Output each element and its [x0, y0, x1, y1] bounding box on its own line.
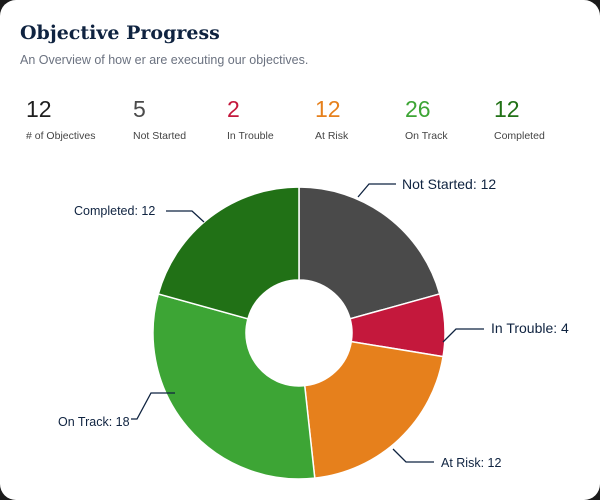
- data-label-at-risk: At Risk: 12: [441, 456, 501, 470]
- stat-value: 12: [315, 96, 341, 122]
- stat-label: Completed: [494, 130, 545, 142]
- callout-line-completed: [166, 210, 205, 223]
- slice-completed[interactable]: [157, 186, 300, 320]
- stat-completed: 12 Completed: [494, 96, 545, 142]
- slice-not-started[interactable]: [298, 186, 441, 320]
- data-label-on-track: On Track: 18: [58, 415, 130, 429]
- stat-label: Not Started: [133, 130, 187, 142]
- stat-label: In Trouble: [227, 130, 274, 142]
- slice-at-risk[interactable]: [303, 340, 444, 479]
- stat-objectives: 12 # of Objectives: [26, 96, 95, 142]
- callout-line-in-trouble: [442, 328, 484, 343]
- stat-label: At Risk: [315, 130, 349, 142]
- callout-line-at-risk: [392, 448, 434, 463]
- stat-value: 5: [133, 96, 146, 122]
- stat-label: # of Objectives: [26, 130, 96, 142]
- stat-value: 12: [494, 96, 520, 122]
- stat-not-started: 5 Not Started: [133, 96, 186, 142]
- data-label-completed: Completed: 12: [74, 204, 155, 218]
- stat-label: On Track: [405, 130, 448, 142]
- data-label-in-trouble: In Trouble: 4: [491, 320, 569, 336]
- stat-at-risk: 12 At Risk: [315, 96, 348, 142]
- stat-in-trouble: 2 In Trouble: [227, 96, 274, 142]
- stat-value: 12: [26, 96, 52, 122]
- data-label-not-started: Not Started: 12: [402, 176, 496, 192]
- stat-value: 2: [227, 96, 240, 122]
- stat-on-track: 26 On Track: [405, 96, 448, 142]
- stat-value: 26: [405, 96, 431, 122]
- card-subtitle: An Overview of how er are executing our …: [20, 53, 309, 67]
- callout-line-not-started: [357, 183, 396, 198]
- slice-on-track[interactable]: [152, 293, 316, 480]
- callout-line-on-track: [131, 392, 175, 420]
- card-title: Objective Progress: [20, 22, 220, 44]
